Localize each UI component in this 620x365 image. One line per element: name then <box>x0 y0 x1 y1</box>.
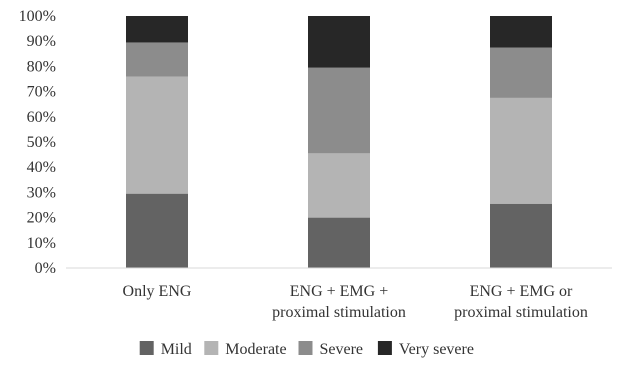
bar-segment-mild <box>308 217 370 268</box>
legend-swatch <box>298 341 313 355</box>
category-labels: Only ENG ENG + EMG + proximal stimulation E… <box>123 283 588 321</box>
legend-label: Moderate <box>225 341 286 358</box>
legend: Mild Moderate Severe Very severe <box>139 341 474 358</box>
x-category-label: ENG + EMG or <box>470 283 573 300</box>
bars <box>126 16 552 268</box>
y-tick-label: 30% <box>27 184 56 201</box>
y-axis: 0% 10% 20% 30% 40% 50% 60% 70% 80% 90% 100% <box>19 8 56 277</box>
y-tick-label: 100% <box>19 8 56 25</box>
y-tick-label: 40% <box>27 159 56 176</box>
y-tick-label: 80% <box>27 58 56 75</box>
bar-segment-mild <box>126 193 188 268</box>
legend-label: Mild <box>161 341 192 358</box>
bar-segment-moderate <box>490 97 552 204</box>
y-tick-label: 60% <box>27 109 56 126</box>
bar-segment-severe <box>308 67 370 154</box>
y-tick-label: 50% <box>27 134 56 151</box>
legend-swatch <box>204 341 219 355</box>
bar-segment-moderate <box>126 76 188 194</box>
bar-segment-severe <box>490 47 552 98</box>
y-tick-label: 70% <box>27 84 56 101</box>
legend-swatch <box>377 341 392 355</box>
x-category-label: Only ENG <box>123 283 192 300</box>
y-tick-label: 20% <box>27 210 56 227</box>
bar-segment-very-severe <box>490 16 552 48</box>
y-tick-label: 90% <box>27 33 56 50</box>
y-tick-label: 10% <box>27 235 56 252</box>
x-category-label: ENG + EMG + <box>290 283 388 300</box>
x-category-label: proximal stimulation <box>454 304 588 321</box>
bar-segment-very-severe <box>308 16 370 68</box>
y-tick-label: 0% <box>35 260 56 277</box>
legend-label: Very severe <box>399 341 474 358</box>
bar-segment-severe <box>126 42 188 77</box>
legend-label: Severe <box>320 341 364 358</box>
legend-swatch <box>139 341 154 355</box>
bar-segment-moderate <box>308 153 370 218</box>
bar-segment-very-severe <box>126 16 188 43</box>
x-category-label: proximal stimulation <box>272 304 406 321</box>
bar-segment-mild <box>490 203 552 268</box>
